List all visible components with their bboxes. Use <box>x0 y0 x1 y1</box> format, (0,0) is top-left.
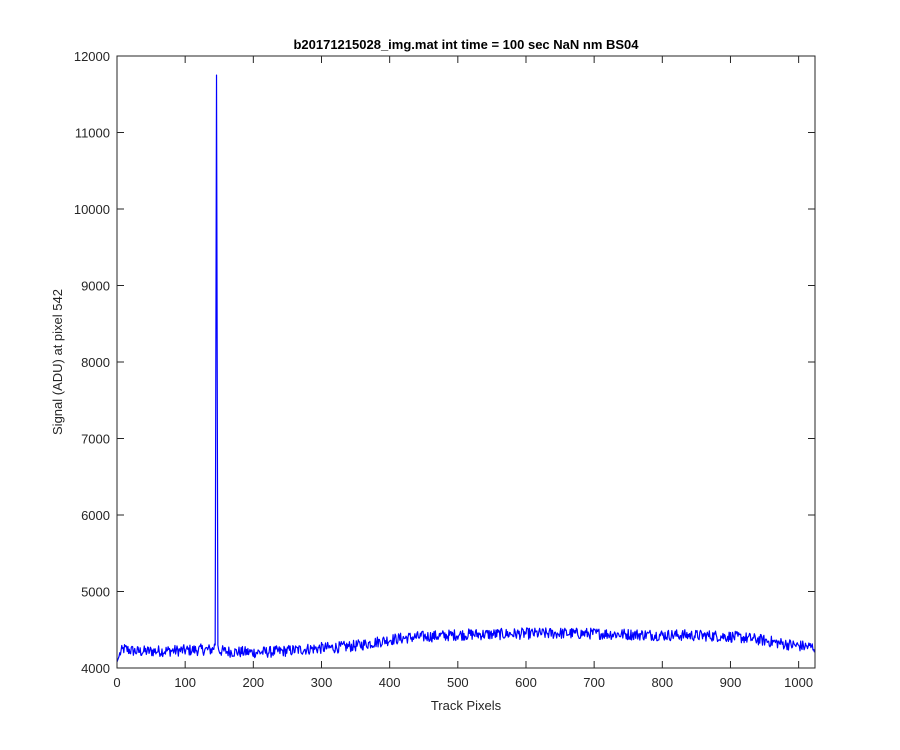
x-tick-label: 700 <box>583 675 605 690</box>
tick-labels: 0 100 200 300 400 500 600 700 800 900 1000 4000 5000… <box>74 49 813 690</box>
x-axis-label: Track Pixels <box>431 698 502 713</box>
axes-box <box>116 55 816 669</box>
x-tick-label: 600 <box>515 675 537 690</box>
x-tick-label: 0 <box>113 675 120 690</box>
x-tick-label: 400 <box>379 675 401 690</box>
x-tick-label: 100 <box>174 675 196 690</box>
x-tick-label: 300 <box>311 675 333 690</box>
axes-background <box>117 56 815 668</box>
y-tick-label: 6000 <box>81 508 110 523</box>
y-tick-label: 5000 <box>81 585 110 600</box>
x-tick-label: 900 <box>720 675 742 690</box>
y-tick-label: 12000 <box>74 49 110 64</box>
x-tick-label: 1000 <box>784 675 813 690</box>
y-tick-label: 11000 <box>75 126 110 141</box>
series-line <box>116 74 816 663</box>
x-tick-label: 800 <box>651 675 673 690</box>
x-tick-label: 500 <box>447 675 469 690</box>
y-tick-label: 8000 <box>81 355 110 370</box>
chart-title: b20171215028_img.mat int time = 100 sec … <box>293 37 639 52</box>
y-tick-label: 7000 <box>81 432 110 447</box>
x-tick-label: 200 <box>242 675 264 690</box>
axis-ticks <box>116 55 815 669</box>
y-tick-label: 10000 <box>74 202 110 217</box>
y-axis-label: Signal (ADU) at pixel 542 <box>50 289 65 435</box>
y-tick-label: 4000 <box>81 661 110 676</box>
y-tick-label: 9000 <box>81 279 110 294</box>
series-layer <box>116 74 816 663</box>
